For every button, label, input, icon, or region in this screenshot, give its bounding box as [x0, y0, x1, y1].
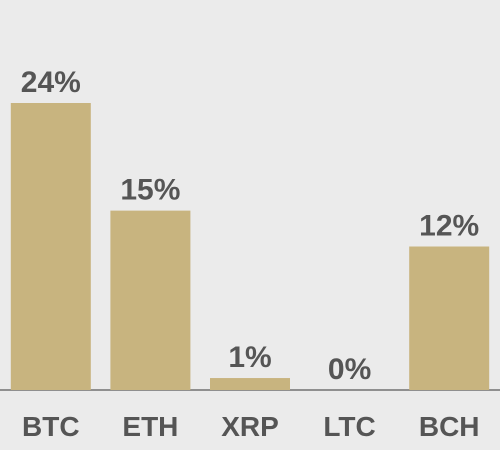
- bar: [110, 210, 191, 390]
- x-tick-label: LTC: [323, 411, 375, 442]
- bar: [409, 246, 490, 390]
- bar: [10, 103, 91, 390]
- value-label: 1%: [228, 341, 271, 374]
- bar: [210, 378, 290, 390]
- x-tick-label: XRP: [221, 411, 279, 442]
- x-tick-label: BCH: [419, 411, 480, 442]
- x-tick-label: ETH: [122, 411, 178, 442]
- x-tick-label: BTC: [22, 411, 80, 442]
- value-label: 24%: [21, 66, 81, 99]
- value-label: 0%: [328, 353, 371, 386]
- value-label: 12%: [419, 210, 479, 243]
- value-label: 15%: [120, 174, 180, 207]
